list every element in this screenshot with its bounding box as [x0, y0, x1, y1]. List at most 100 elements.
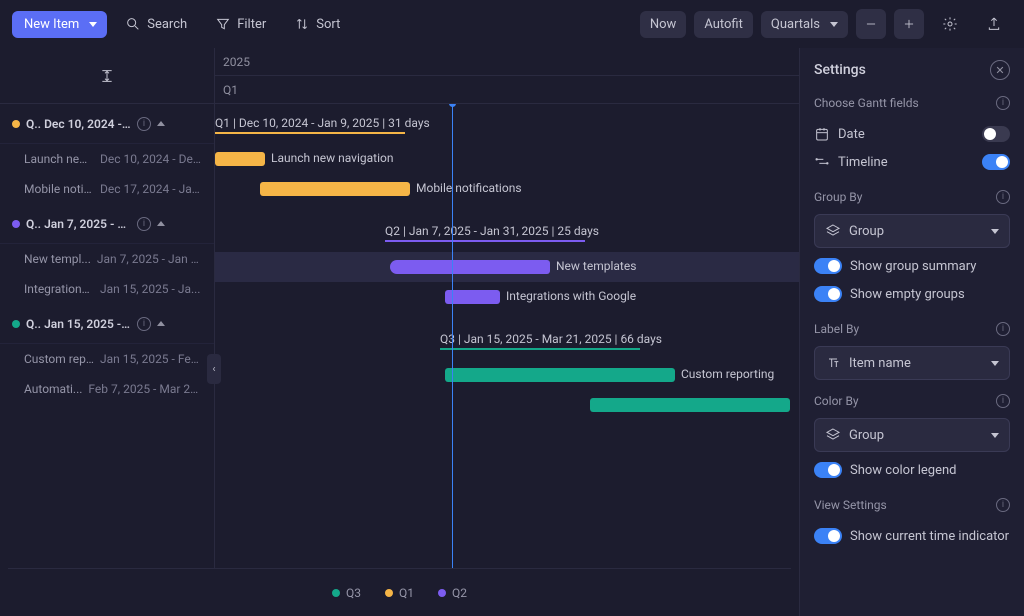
settings-title: Settings — [814, 62, 866, 78]
date-field-label: Date — [838, 127, 974, 142]
timeline-header: 2025 Q1 — [0, 48, 799, 104]
gantt-bar[interactable] — [445, 290, 500, 304]
group-by-label: Group By — [814, 190, 862, 204]
group-title: Q.. Dec 10, 2024 - Jan 9,... — [26, 117, 131, 131]
collapse-icon[interactable] — [157, 321, 165, 326]
info-icon[interactable]: i — [137, 217, 151, 231]
bar-label: New templates — [556, 259, 636, 273]
now-button[interactable]: Now — [640, 11, 686, 38]
group-summary-label: Q2 | Jan 7, 2025 - Jan 31, 2025 | 25 day… — [385, 224, 599, 242]
task-name: Mobile notific... — [24, 182, 94, 196]
year-label: 2025 — [215, 48, 799, 76]
group-by-select[interactable]: Group — [814, 214, 1010, 248]
task-row[interactable]: Automati...Feb 7, 2025 - Mar 21, ... — [0, 374, 214, 404]
zoom-in-button[interactable] — [894, 9, 924, 39]
export-icon — [986, 16, 1002, 32]
zoom-out-button[interactable] — [856, 9, 886, 39]
label-by-select[interactable]: Item name — [814, 346, 1010, 380]
color-by-select[interactable]: Group — [814, 418, 1010, 452]
gantt-bar[interactable] — [590, 398, 790, 412]
legend-label: Q3 — [346, 586, 361, 600]
sort-button[interactable]: Sort — [284, 10, 350, 38]
color-legend: Q3Q1Q2 — [8, 568, 791, 616]
show-current-time-label: Show current time indicator — [850, 529, 1010, 544]
legend-dot — [438, 589, 446, 597]
current-time-indicator — [452, 104, 453, 568]
chevron-down-icon — [991, 229, 999, 234]
export-button[interactable] — [976, 10, 1012, 38]
task-row[interactable]: Mobile notific...Dec 17, 2024 - Jan... — [0, 174, 214, 204]
show-empty-groups-toggle[interactable] — [814, 286, 842, 302]
show-empty-groups-label: Show empty groups — [850, 287, 1010, 302]
gantt-bar[interactable] — [260, 182, 410, 196]
chevron-down-icon — [830, 22, 838, 27]
group-header[interactable]: Q.. Jan 7, 2025 - Jan 31,... i — [0, 204, 214, 244]
timeline-field-label: Timeline — [838, 155, 974, 170]
info-icon[interactable]: i — [996, 394, 1010, 408]
layers-icon — [825, 427, 841, 443]
bar-label: Mobile notifications — [416, 181, 522, 195]
new-item-button[interactable]: New Item — [12, 11, 107, 38]
gantt-area: 2025 Q1 Q.. Dec 10, 2024 - Jan 9,... i L… — [0, 48, 799, 616]
task-name: Integrations wi... — [24, 282, 94, 296]
group-color-dot — [12, 320, 20, 328]
gantt-bar[interactable] — [445, 368, 675, 382]
group-summary-label: Q3 | Jan 15, 2025 - Mar 21, 2025 | 66 da… — [440, 332, 662, 350]
chevron-down-icon — [991, 361, 999, 366]
task-name: Custom rep... — [24, 352, 94, 366]
info-icon[interactable]: i — [996, 190, 1010, 204]
timeline-toggle[interactable] — [982, 154, 1010, 170]
collapse-icon[interactable] — [157, 121, 165, 126]
task-row[interactable]: New templ...Jan 7, 2025 - Jan 31,... — [0, 244, 214, 274]
close-icon[interactable]: ✕ — [990, 60, 1010, 80]
filter-icon — [215, 16, 231, 32]
group-header[interactable]: Q.. Dec 10, 2024 - Jan 9,... i — [0, 104, 214, 144]
filter-button[interactable]: Filter — [205, 10, 276, 38]
gantt-bar[interactable] — [390, 260, 550, 274]
task-date: Jan 15, 2025 - Feb 2... — [100, 352, 202, 366]
gantt-bar[interactable] — [215, 152, 265, 166]
view-settings-label: View Settings — [814, 498, 887, 512]
info-icon[interactable]: i — [996, 498, 1010, 512]
autofit-button[interactable]: Autofit — [694, 11, 753, 38]
date-toggle[interactable] — [982, 126, 1010, 142]
zoom-select[interactable]: Quartals — [761, 11, 848, 38]
quarter-label: Q1 — [215, 76, 799, 104]
settings-button[interactable] — [932, 10, 968, 38]
bar-label: Custom reporting — [681, 367, 774, 381]
task-date: Feb 7, 2025 - Mar 21, ... — [88, 382, 202, 396]
search-icon — [125, 16, 141, 32]
timeline-icon — [814, 154, 830, 170]
date-icon — [814, 126, 830, 142]
legend-dot — [332, 589, 340, 597]
search-button[interactable]: Search — [115, 10, 197, 38]
gantt-chart[interactable]: ‹ Q1 | Dec 10, 2024 - Jan 9, 2025 | 31 d… — [215, 104, 799, 568]
task-row[interactable]: Custom rep... Jan 15, 2025 - Feb 2... — [0, 344, 214, 374]
group-color-dot — [12, 220, 20, 228]
group-title: Q.. Jan 7, 2025 - Jan 31,... — [26, 217, 131, 231]
show-color-legend-label: Show color legend — [850, 463, 1010, 478]
info-icon[interactable]: i — [996, 96, 1010, 110]
task-date: Jan 15, 2025 - Ja... — [100, 282, 202, 296]
collapse-icon[interactable] — [157, 221, 165, 226]
chevron-down-icon — [89, 22, 97, 27]
label-by-label: Label By — [814, 322, 859, 336]
bar-label: Integrations with Google — [506, 289, 636, 303]
group-header[interactable]: Q.. Jan 15, 2025 - Mar 2... i — [0, 304, 214, 344]
info-icon[interactable]: i — [996, 322, 1010, 336]
task-row[interactable]: Integrations wi... Jan 15, 2025 - Ja... — [0, 274, 214, 304]
info-icon[interactable]: i — [137, 117, 151, 131]
layers-icon — [825, 223, 841, 239]
chevron-down-icon — [991, 433, 999, 438]
task-row[interactable]: Launch new n...Dec 10, 2024 - De... — [0, 144, 214, 174]
show-group-summary-toggle[interactable] — [814, 258, 842, 274]
task-name: New templ... — [24, 252, 91, 266]
gear-icon — [942, 16, 958, 32]
collapse-panel-button[interactable]: ‹ — [207, 354, 221, 384]
show-current-time-toggle[interactable] — [814, 528, 842, 544]
choose-fields-label: Choose Gantt fields — [814, 96, 919, 110]
row-height-icon[interactable] — [99, 68, 115, 84]
bar-label: Launch new navigation — [271, 151, 393, 165]
show-color-legend-toggle[interactable] — [814, 462, 842, 478]
info-icon[interactable]: i — [137, 317, 151, 331]
